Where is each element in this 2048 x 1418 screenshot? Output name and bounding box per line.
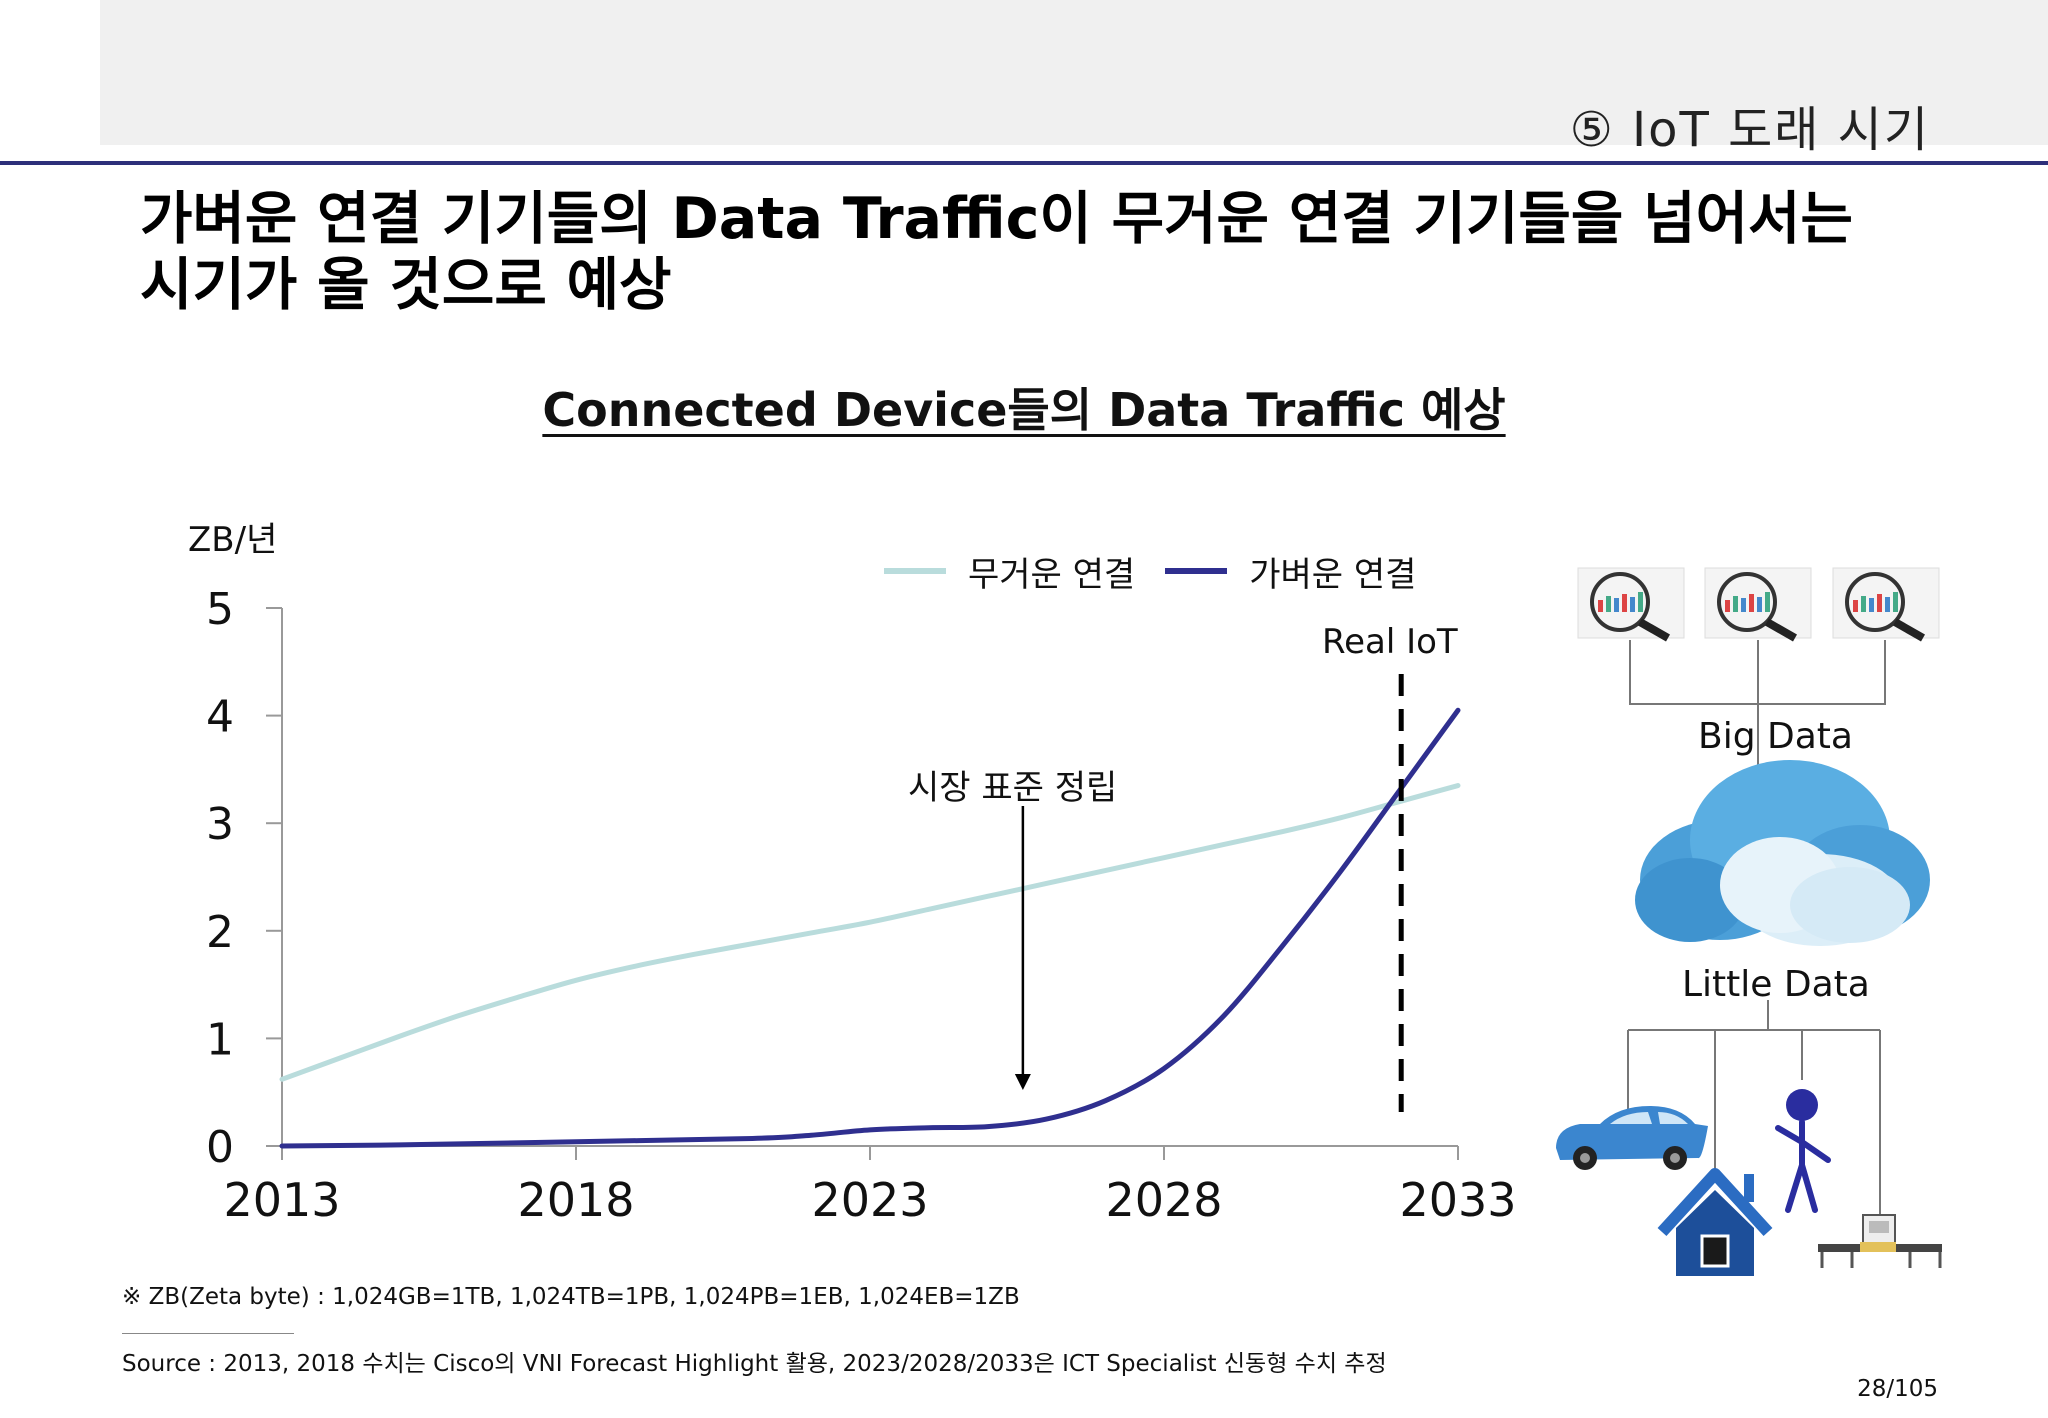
annotation-market-standard: 시장 표준 정립	[908, 768, 1118, 808]
legend-item-light: 가벼운 연결	[1165, 547, 1416, 596]
header-band	[100, 0, 2048, 145]
chart-title: Connected Device들의 Data Traffic 예상	[0, 374, 2048, 440]
y-axis-label: ZB/년	[188, 520, 278, 560]
x-tick-label: 2018	[517, 1173, 634, 1227]
page-number: 28/105	[1857, 1376, 1938, 1402]
series-line-heavy	[279, 783, 1461, 1082]
legend-label-heavy: 무거운 연결	[968, 554, 1136, 595]
annotation-real-iot: Real IoT	[1322, 622, 1458, 662]
series-line-light	[279, 707, 1461, 1149]
y-tick-label: 0	[206, 1122, 234, 1173]
section-tag: ⑤ IoT 도래 시기	[1569, 102, 1930, 158]
y-tick-label: 4	[206, 692, 234, 743]
legend-swatch-heavy	[884, 568, 946, 574]
y-tick-label: 2	[206, 907, 234, 958]
magnifier-chart-icon	[1577, 567, 1685, 642]
car-icon	[1556, 1106, 1708, 1170]
person-icon	[1775, 1089, 1831, 1213]
x-tick-label: 2023	[811, 1173, 928, 1227]
chart-title-text: Connected Device들의 Data Traffic 예상	[542, 383, 1506, 437]
x-tick-label: 2028	[1105, 1173, 1222, 1227]
source-note: Source : 2013, 2018 수치는 Cisco의 VNI Forec…	[122, 1351, 1387, 1377]
y-tick-label: 1	[206, 1014, 234, 1065]
chart-legend: 무거운 연결 가벼운 연결	[884, 547, 1446, 596]
big-data-connector	[1629, 640, 1886, 768]
legend-item-heavy: 무거운 연결	[884, 547, 1135, 596]
machine-icon	[1818, 1214, 1942, 1268]
little-data-label: Little Data	[1682, 964, 1870, 1005]
y-tick-label: 5	[206, 584, 234, 635]
magnifier-chart-icon	[1704, 567, 1812, 642]
house-icon	[1657, 1168, 1773, 1276]
chart-axes: 0 1 2 3 4 5 2013 2018 2023 2028 2033	[206, 584, 1517, 1227]
market-standard-arrowhead	[1014, 1074, 1031, 1090]
cloud-icon	[1635, 760, 1930, 946]
headline-line-1: 가벼운 연결 기기들의 Data Traffic이 무거운 연결 기기들을 넘어…	[140, 186, 1853, 252]
chart-annotations	[1014, 674, 1404, 1112]
footnote-divider	[122, 1333, 294, 1334]
big-data-label: Big Data	[1698, 716, 1853, 757]
legend-swatch-light	[1165, 568, 1228, 574]
page-headline: 가벼운 연결 기기들의 Data Traffic이 무거운 연결 기기들을 넘어…	[140, 186, 1940, 318]
legend-label-light: 가벼운 연결	[1249, 554, 1417, 595]
little-data-connector	[1627, 1000, 1881, 1215]
chart-lines	[279, 707, 1461, 1149]
side-illustration	[1556, 567, 1942, 1276]
header-divider	[0, 161, 2048, 165]
x-tick-label: 2013	[223, 1173, 340, 1227]
magnifier-chart-icon	[1832, 567, 1940, 642]
footnote: ※ ZB(Zeta byte) : 1,024GB=1TB, 1,024TB=1…	[122, 1284, 1020, 1310]
y-tick-label: 3	[206, 799, 234, 850]
headline-line-2: 시기가 올 것으로 예상	[140, 252, 672, 318]
x-tick-label: 2033	[1399, 1173, 1516, 1227]
